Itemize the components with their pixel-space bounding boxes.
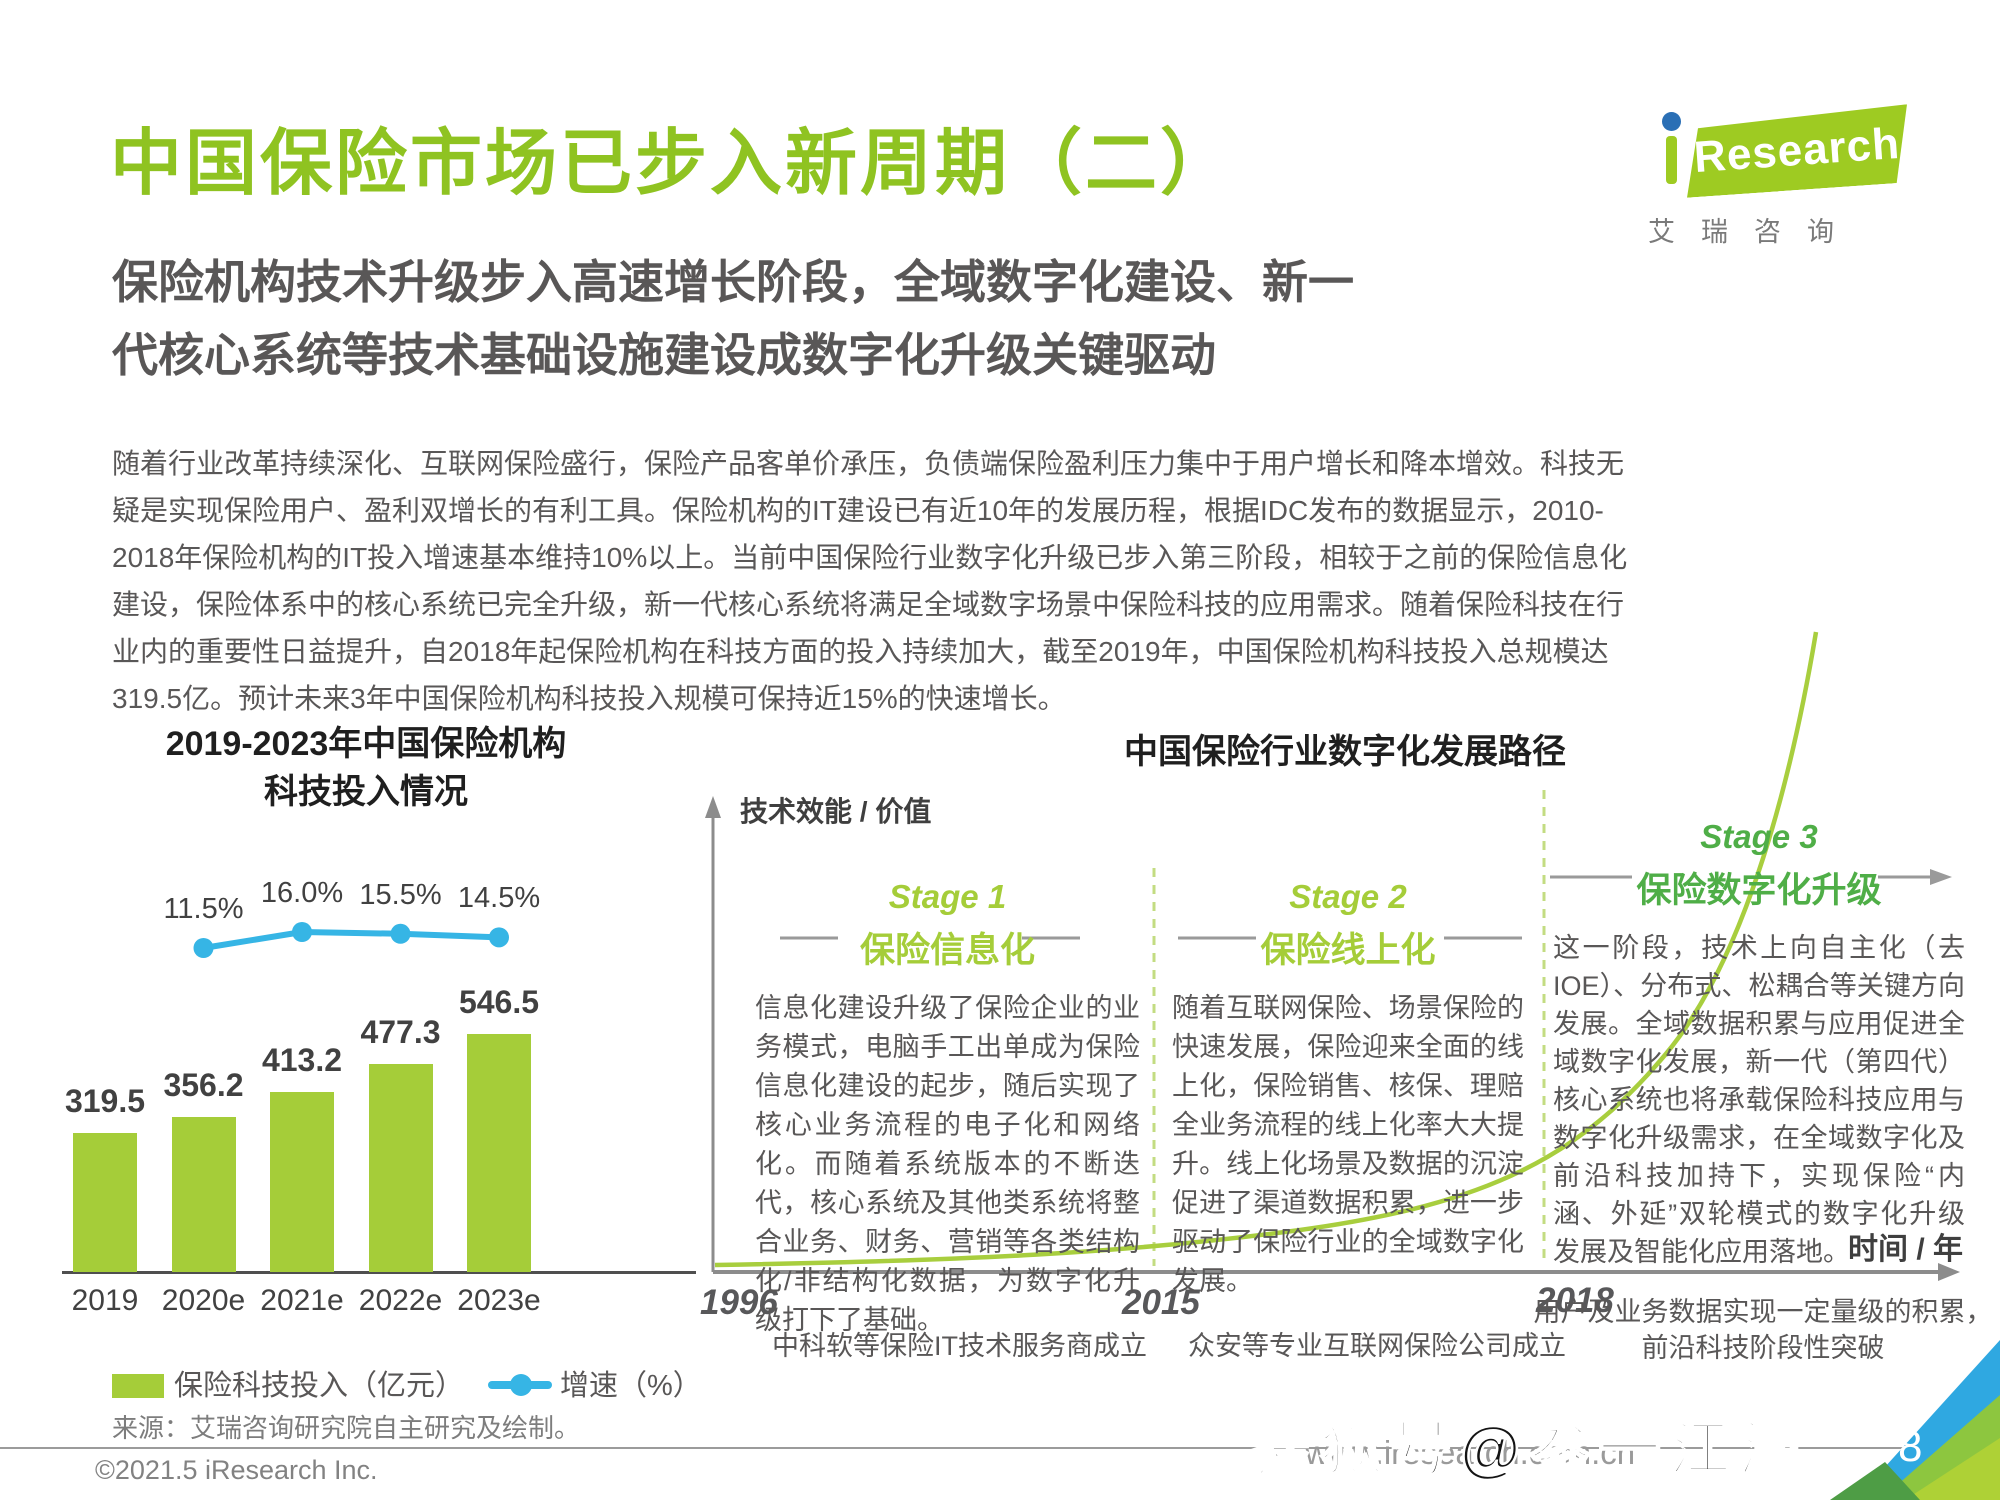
line-swatch-icon <box>488 1374 553 1396</box>
stage-1-body: 信息化建设升级了保险企业的业务模式，电脑手工出单成为保险信息化建设的起步，随后实… <box>755 993 1140 1335</box>
growth-value-label: 11.5% <box>163 893 244 925</box>
iresearch-logo-mark: Research <box>1648 104 1918 196</box>
bar-value-label: 319.5 <box>64 1083 146 1119</box>
footer-divider <box>0 1447 2000 1449</box>
chart-x-axis <box>62 1271 696 1274</box>
bar-value-label: 477.3 <box>360 1014 441 1050</box>
milestone-text-2018: 用户及业务数据实现一定量级的积累，前沿科技阶段性突破 <box>1533 1297 1993 1363</box>
growth-value-label: 14.5% <box>457 882 541 915</box>
category-label: 2021e <box>260 1284 344 1317</box>
stage-3-column: Stage 3 保险数字化升级 这一阶段，技术上向自主化（去IOE）、分布式、松… <box>1553 818 1965 1271</box>
milestone-year-1996: 1996 <box>700 1283 778 1322</box>
footer-url: www.iresearch.com.cn <box>1305 1434 1636 1471</box>
milestone-text-2015: 众安等专业互联网保险公司成立 <box>1188 1331 1566 1361</box>
logo-plate: Research <box>1682 104 1913 198</box>
diagram-axes-and-curve <box>705 631 1960 1281</box>
paragraph-line: 随着行业改革持续深化、互联网保险盛行，保险产品客单价承压，负债端保险盈利压力集中… <box>112 448 1625 479</box>
tech-investment-chart: 319.5 2019 356.2 2020e 413.2 2021e 477.3 2022e 5… <box>60 860 700 1320</box>
category-label: 2020e <box>161 1284 246 1317</box>
page-number: 8 <box>1898 1422 1923 1471</box>
bar <box>368 1064 433 1272</box>
stage-1-tag: Stage 1 <box>888 878 1007 915</box>
bar <box>467 1034 531 1272</box>
logo-text: Research <box>1692 118 1902 183</box>
bar <box>171 1117 236 1272</box>
diagram-title: 中国保险行业数字化发展路径 <box>1124 733 1566 771</box>
stage-1-name: 保险信息化 <box>859 931 1035 970</box>
watermark-text: 搜狐号@参一江湖 <box>1249 1414 1809 1486</box>
page-subtitle: 保险机构技术升级步入高速增长阶段，全域数字化建设、新一 代核心系统等技术基础设施… <box>112 246 1354 392</box>
bar-swatch-icon <box>112 1374 164 1398</box>
stage-2-tag: Stage 2 <box>1289 878 1407 915</box>
bar-value-label: 356.2 <box>163 1067 244 1103</box>
paragraph-line: 疑是实现保险用户、盈利双增长的有利工具。保险机构的IT建设已有近10年的发展历程… <box>112 495 1604 526</box>
copyright-note: ©2021.5 iResearch Inc. <box>95 1455 378 1485</box>
logo-i-stem-icon <box>1666 136 1677 184</box>
growth-point <box>390 923 411 944</box>
growth-point <box>292 921 312 942</box>
intro-paragraph: 随着行业改革持续深化、互联网保险盛行，保险产品客单价承压，负债端保险盈利压力集中… <box>112 440 1627 722</box>
milestone-text-1996: 中科软等保险IT技术服务商成立 <box>772 1331 1147 1361</box>
source-note: 来源：艾瑞咨询研究院自主研究及绘制。 <box>112 1413 581 1443</box>
chart-title: 2019-2023年中国保险机构 科技投入情况 <box>165 725 567 811</box>
corner-decoration-icon <box>1830 1340 2000 1500</box>
stage-2-name: 保险线上化 <box>1260 931 1436 970</box>
bar-value-label: 546.5 <box>458 984 540 1020</box>
category-label: 2019 <box>71 1284 139 1317</box>
chart-legend: 保险科技投入（亿元） 增速（%） <box>112 1362 702 1404</box>
paragraph-line: 建设，保险体系中的核心系统已完全升级，新一代核心系统将满足全域数字场景中保险科技… <box>112 589 1625 620</box>
stage-2-body: 随着互联网保险、场景保险的快速发展，保险迎来全面的线上化，保险销售、核保、理赔全… <box>1172 993 1524 1296</box>
logo-caption: 艾瑞咨询 <box>1648 217 1860 247</box>
milestone-year-2015: 2015 <box>1122 1283 1200 1322</box>
stage-3-name: 保险数字化升级 <box>1636 871 1882 910</box>
page-title: 中国保险市场已步入新周期（二） <box>110 124 1236 204</box>
growth-point <box>193 938 214 958</box>
category-label: 2023e <box>457 1284 541 1317</box>
iresearch-logo: Research 艾瑞咨询 <box>1648 104 1918 249</box>
bar <box>270 1092 334 1272</box>
milestone-year-2018: 2018 <box>1536 1281 1614 1320</box>
legend-item-investment: 保险科技投入（亿元） <box>112 1362 464 1404</box>
stage-3-body: 这一阶段，技术上向自主化（去IOE）、分布式、松耦合等关键方向发展。全域数据积累… <box>1553 933 1965 1267</box>
bar <box>73 1133 137 1272</box>
diagram-x-axis-label: 时间 / 年 <box>1848 1233 1964 1266</box>
growth-point <box>489 927 509 948</box>
paragraph-line: 2018年保险机构的IT投入增速基本维持10%以上。当前中国保险行业数字化升级已… <box>112 542 1628 573</box>
subtitle-line: 保险机构技术升级步入高速增长阶段，全域数字化建设、新一 <box>112 256 1354 308</box>
logo-i-dot-icon <box>1662 112 1681 131</box>
stage-3-tag: Stage 3 <box>1700 818 1818 855</box>
category-label: 2022e <box>358 1284 443 1317</box>
paragraph-line: 业内的重要性日益提升，自2018年起保险机构在科技方面的投入持续加大，截至201… <box>112 636 1609 667</box>
stage-2-column: Stage 2 保险线上化 随着互联网保险、场景保险的快速发展，保险迎来全面的线… <box>1172 878 1524 1301</box>
growth-value-label: 16.0% <box>260 876 344 909</box>
bar-value-label: 413.2 <box>261 1042 343 1078</box>
diagram-y-axis-label: 技术效能 / 价值 <box>740 796 932 827</box>
subtitle-line: 代核心系统等技术基础设施建设成数字化升级关键驱动 <box>112 329 1216 381</box>
paragraph-line: 319.5亿。预计未来3年中国保险机构科技投入规模可保持近15%的快速增长。 <box>112 683 1066 714</box>
legend-item-growth: 增速（%） <box>488 1362 702 1404</box>
stage-1-column: Stage 1 保险信息化 信息化建设升级了保险企业的业务模式，电脑手工出单成为… <box>755 878 1140 1340</box>
growth-value-label: 15.5% <box>359 878 442 911</box>
